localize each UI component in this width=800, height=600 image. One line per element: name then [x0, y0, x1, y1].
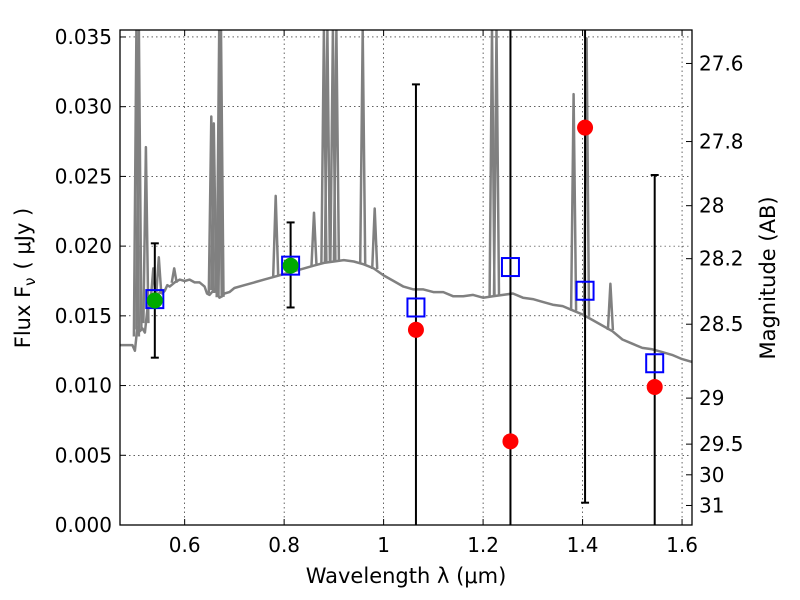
- axis-ticks: 0.6 0.8 1 1.2 1.4 1.6 0.000 0.005 0.010 0.015 0.02…: [55, 25, 744, 557]
- y-label-flux: Flux F: [11, 286, 35, 348]
- right-tick-label: 30: [699, 463, 724, 487]
- model-photometry-square: [575, 280, 595, 301]
- model-photometry-square: [406, 297, 426, 318]
- non-detection-point: [407, 321, 424, 338]
- right-tick-label: 28.2: [699, 247, 744, 271]
- emission-line: [332, 30, 341, 262]
- y-tick-label: 0.005: [55, 443, 112, 467]
- right-tick-label: 29: [699, 386, 724, 410]
- right-tick-label: 27.8: [699, 130, 744, 154]
- emission-line: [569, 92, 578, 311]
- emission-line: [310, 211, 318, 266]
- x-tick-label: 0.8: [268, 533, 300, 557]
- emission-line: [217, 30, 225, 297]
- non-detection-point: [646, 378, 663, 395]
- sed-line: [120, 258, 692, 364]
- emission-line: [135, 30, 143, 330]
- detection-point: [146, 292, 163, 309]
- y-tick-label: 0.035: [55, 25, 112, 49]
- plot-area: [120, 30, 692, 525]
- x-tick-label: 0.6: [169, 533, 201, 557]
- non-detection-point: [577, 119, 594, 136]
- emission-line: [170, 267, 178, 284]
- emission-line: [142, 145, 150, 324]
- emission-line: [210, 122, 218, 291]
- emission-line: [155, 256, 163, 294]
- y-tick-label: 0.030: [55, 95, 112, 119]
- emission-line: [323, 30, 332, 263]
- y-tick-label: 0.010: [55, 374, 112, 398]
- right-tick-label: 27.6: [699, 51, 744, 75]
- x-axis-label: Wavelength λ (μm): [306, 564, 507, 588]
- y-tick-label: 0.015: [55, 304, 112, 328]
- right-tick-label: 31: [699, 493, 724, 517]
- emission-line: [358, 30, 367, 265]
- non-detection-point: [502, 433, 519, 450]
- svg-text:Flux Fν( μJy ): Flux Fν ( μJy ): [11, 208, 39, 349]
- model-photometry-square: [645, 353, 665, 374]
- x-tick-label: 1.4: [567, 533, 599, 557]
- x-tick-label: 1.2: [467, 533, 499, 557]
- right-tick-label: 29.5: [699, 432, 744, 456]
- right-tick-label: 28: [699, 194, 724, 218]
- y-axis-right-label: Magnitude (AB): [756, 196, 780, 359]
- plot-frame: [119, 29, 693, 526]
- detection-point: [282, 257, 299, 274]
- y-tick-label: 0.020: [55, 234, 112, 258]
- emission-line: [370, 207, 379, 270]
- emission-line: [215, 30, 223, 298]
- y-label-subscript: ν: [21, 277, 39, 285]
- x-tick-label: 1: [377, 533, 390, 557]
- y-tick-label: 0.025: [55, 164, 112, 188]
- emission-line: [606, 282, 615, 331]
- y-label-units: ( μJy ): [11, 208, 35, 270]
- x-tick-label: 1.6: [666, 533, 698, 557]
- model-photometry-square: [281, 255, 301, 276]
- emission-line: [271, 194, 280, 277]
- grid: [120, 30, 692, 525]
- model-photometry-square: [500, 257, 520, 278]
- y-tick-label: 0.000: [55, 513, 112, 537]
- y-axis-left-label: Flux Fν ( μJy ): [11, 208, 39, 349]
- right-tick-label: 28.5: [699, 312, 744, 336]
- emission-line: [492, 30, 501, 296]
